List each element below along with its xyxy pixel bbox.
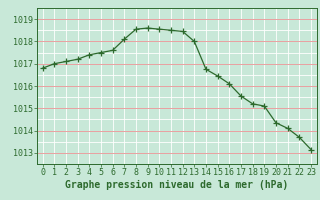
X-axis label: Graphe pression niveau de la mer (hPa): Graphe pression niveau de la mer (hPa) — [65, 180, 288, 190]
